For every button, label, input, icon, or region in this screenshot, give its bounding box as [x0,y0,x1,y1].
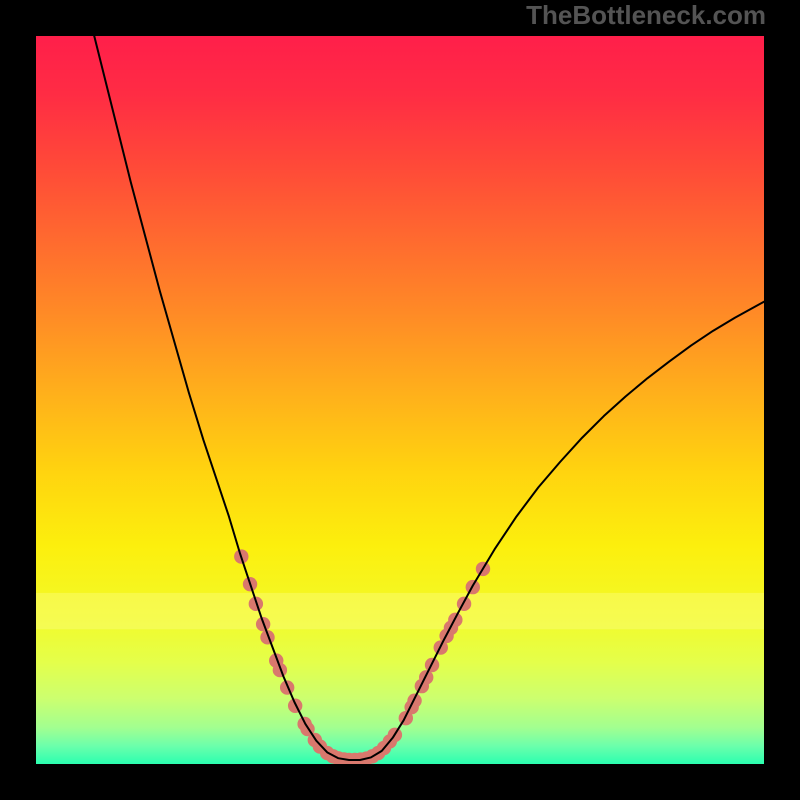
gradient-background [36,36,764,764]
plot-svg [36,36,764,764]
plot-area [36,36,764,764]
chart-stage: TheBottleneck.com [0,0,800,800]
watermark-text: TheBottleneck.com [526,0,766,31]
fade-band [36,593,764,629]
